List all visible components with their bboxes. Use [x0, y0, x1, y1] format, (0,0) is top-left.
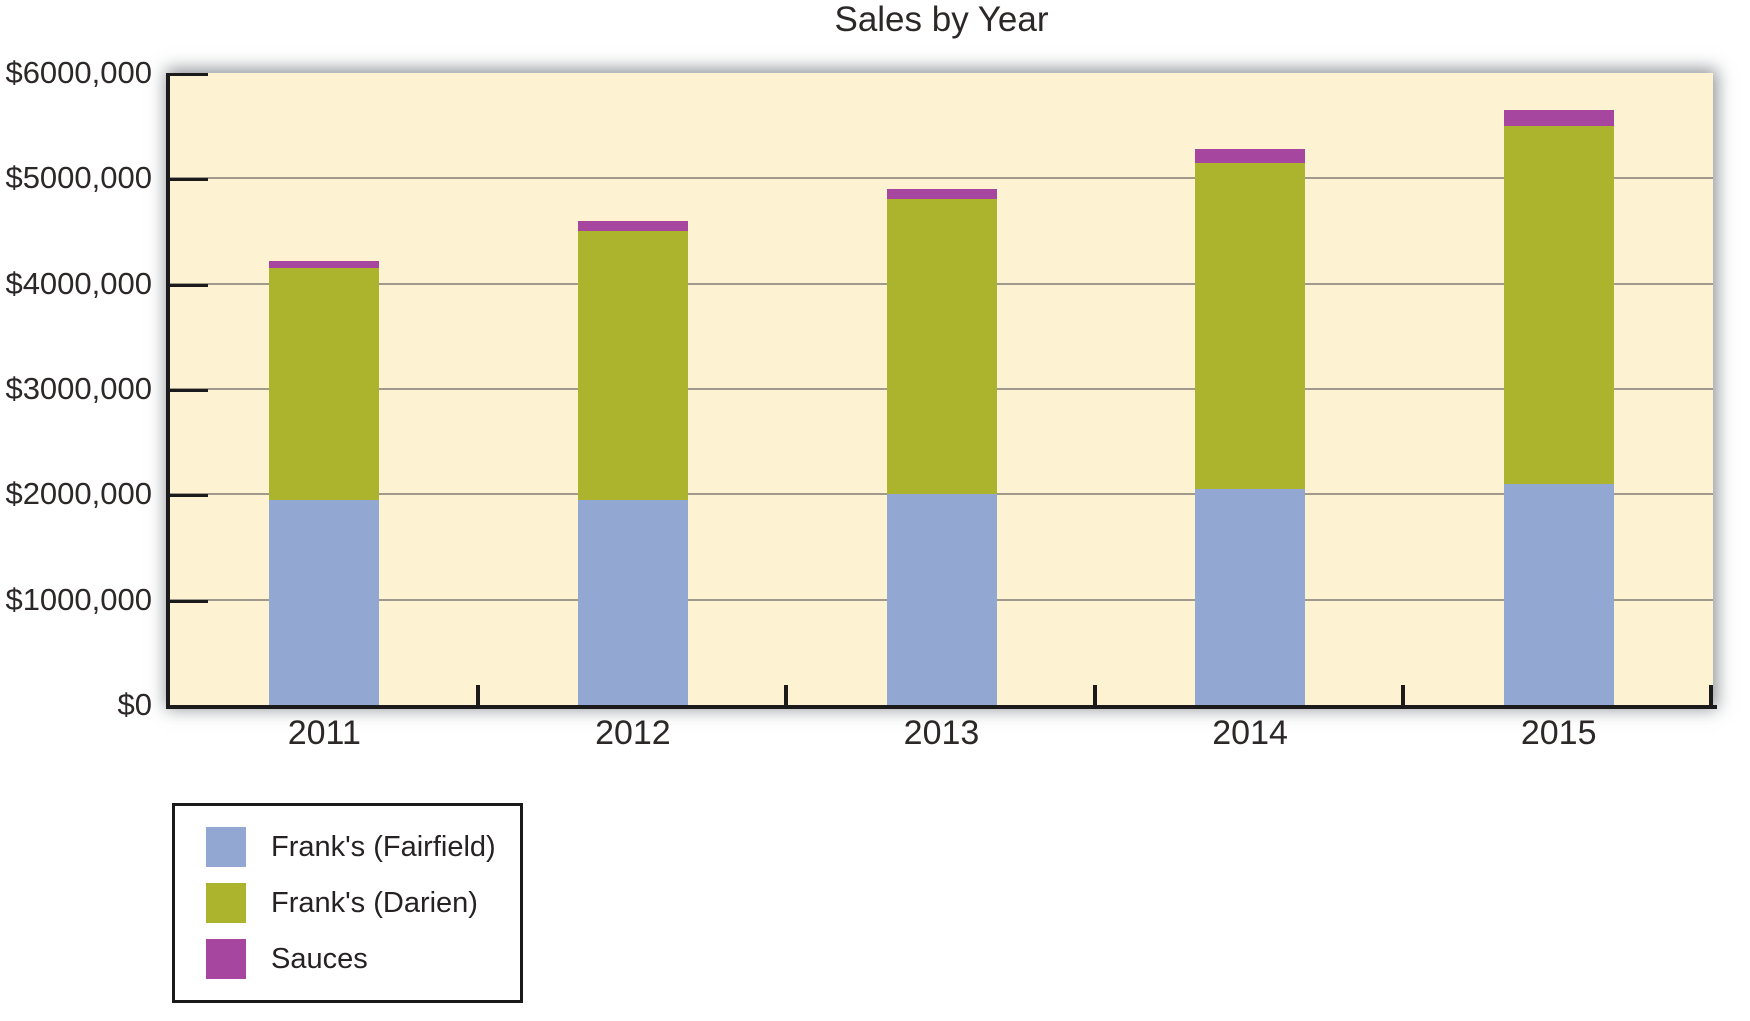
legend-label: Sauces: [271, 942, 368, 975]
y-axis-tick-labels: $0 $1000,000 $2000,000 $3000,000 $4000,000 $5…: [0, 55, 160, 722]
bar-segment-2013: [886, 199, 997, 495]
x-tick-mark: [1092, 685, 1097, 705]
bar-segment-2011: [269, 260, 380, 268]
x-axis-label: 2013: [903, 714, 980, 752]
y-axis-label: $4000,000: [5, 265, 152, 301]
chart-title: Sales by Year: [834, 0, 1049, 39]
bar-segment-2015: [1503, 483, 1614, 705]
bar-segment-2014: [1195, 162, 1306, 490]
x-tick-mark: [1401, 685, 1406, 705]
legend-label: Frank's (Fairfield): [271, 830, 496, 863]
legend-swatch: [206, 827, 246, 867]
y-tick-mark: [170, 283, 208, 287]
legend-swatch: [206, 883, 246, 923]
bar-segment-2012: [577, 499, 688, 705]
bar-segment-2011: [269, 267, 380, 500]
y-axis-line: [166, 73, 170, 709]
bar-segment-2015: [1503, 125, 1614, 484]
x-axis-label: 2015: [1520, 714, 1597, 752]
y-axis-label: $5000,000: [5, 160, 152, 196]
bar-segment-2013: [886, 494, 997, 705]
y-tick-mark: [170, 73, 208, 76]
x-tick-mark: [475, 685, 480, 705]
y-axis-label: $3000,000: [5, 371, 152, 406]
legend-item: Frank's (Fairfield): [206, 827, 520, 867]
x-axis-tick-labels: 2011 2012 2013 2014 2015: [170, 714, 1713, 760]
bar-segment-2013: [886, 189, 997, 200]
legend-swatch: [206, 939, 246, 979]
y-tick-mark: [170, 178, 208, 182]
y-axis-label: $6000,000: [5, 55, 152, 90]
y-tick-mark: [170, 389, 208, 392]
y-tick-mark: [170, 494, 208, 498]
bar-segment-2014: [1195, 149, 1306, 163]
x-tick-mark: [1709, 685, 1713, 705]
bar-segment-2012: [577, 231, 688, 500]
y-axis-label: $0: [117, 687, 152, 722]
bar-segment-2014: [1195, 489, 1306, 705]
bar-segment-2011: [269, 499, 380, 705]
bar-segment-2012: [577, 221, 688, 231]
x-tick-mark: [784, 685, 789, 705]
bar-segment-2015: [1503, 110, 1614, 126]
y-tick-mark: [170, 599, 208, 603]
plot-area: [170, 73, 1713, 705]
y-axis-label: $1000,000: [5, 581, 152, 617]
x-axis-label: 2011: [287, 714, 361, 752]
legend-item: Sauces: [206, 939, 520, 979]
gridline: [170, 177, 1713, 180]
y-axis-label: $2000,000: [5, 476, 152, 512]
legend-label: Frank's (Darien): [271, 886, 478, 919]
legend: Frank's (Fairfield) Frank's (Darien) Sauce…: [172, 803, 523, 1003]
x-axis-label: 2012: [595, 714, 671, 752]
legend-item: Frank's (Darien): [206, 883, 520, 923]
x-axis-label: 2014: [1212, 714, 1288, 752]
x-axis-line: [166, 705, 1717, 709]
